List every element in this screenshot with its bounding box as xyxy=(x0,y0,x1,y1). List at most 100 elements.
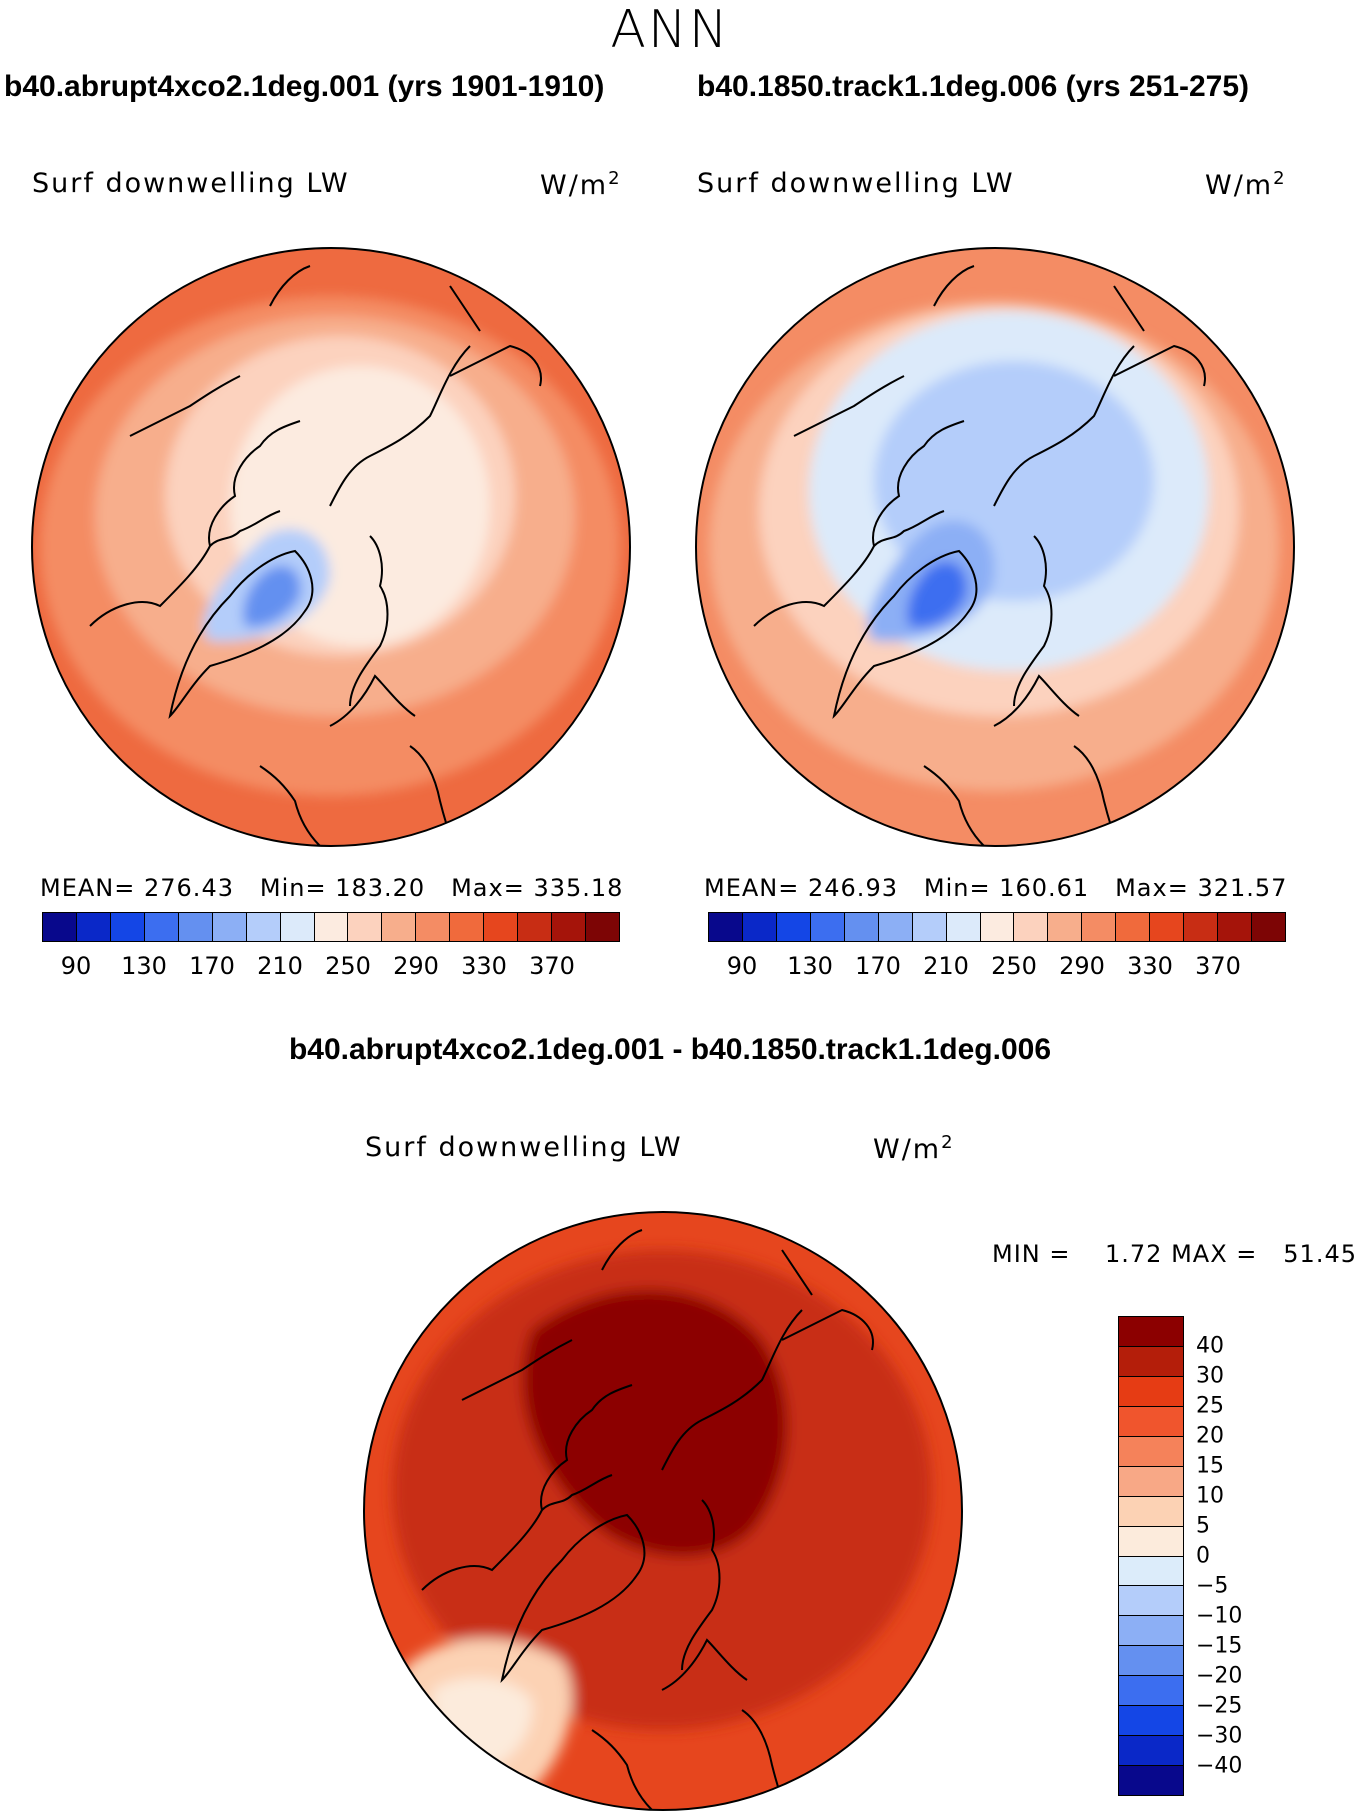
colorbar-swatch xyxy=(1119,1526,1183,1557)
colorbar-tick-label: 250 xyxy=(991,952,1037,980)
difference-variable-label: Surf downwelling LW xyxy=(365,1132,683,1163)
colorbar-swatch xyxy=(1119,1706,1183,1737)
colorbar-swatch xyxy=(1184,913,1219,941)
difference-coastlines xyxy=(421,1229,874,1810)
colorbar-swatch xyxy=(1119,1646,1183,1677)
panel2-variable-label: Surf downwelling LW xyxy=(697,168,1015,199)
colorbar-swatch xyxy=(348,913,383,941)
colorbar-swatch xyxy=(1119,1436,1183,1467)
colorbar-tick-label: 290 xyxy=(1059,952,1105,980)
colorbar-swatch xyxy=(1119,1346,1183,1377)
colorbar-swatch xyxy=(1119,1406,1183,1437)
colorbar-tick-label: 15 xyxy=(1196,1453,1224,1479)
colorbar-swatch xyxy=(246,913,281,941)
colorbar-tick-label: −25 xyxy=(1196,1693,1243,1719)
colorbar-swatch xyxy=(1119,1376,1183,1407)
colorbar-tick-label: −15 xyxy=(1196,1633,1243,1659)
colorbar-swatch xyxy=(1116,913,1151,941)
colorbar-swatch xyxy=(1014,913,1049,941)
colorbar-swatch xyxy=(110,913,145,941)
colorbar-tick-label: −40 xyxy=(1196,1753,1243,1779)
colorbar-tick-label: 25 xyxy=(1196,1393,1224,1419)
panel1-variable-label: Surf downwelling LW xyxy=(32,168,350,199)
colorbar-swatch xyxy=(1119,1616,1183,1647)
colorbar-swatch xyxy=(1119,1556,1183,1587)
colorbar-swatch xyxy=(946,913,981,941)
colorbar-swatch xyxy=(280,913,315,941)
colorbar-swatch xyxy=(178,913,213,941)
colorbar-tick-label: 5 xyxy=(1196,1513,1210,1539)
colorbar-swatch xyxy=(518,913,553,941)
difference-colorbar xyxy=(1118,1316,1184,1796)
colorbar-tick-label: 0 xyxy=(1196,1543,1210,1569)
panel1-polar-map xyxy=(31,247,631,847)
colorbar-swatch xyxy=(1119,1736,1183,1767)
panel2-colorbar-ticks: 90 130 170 210 250 290 330 370 xyxy=(708,952,1286,982)
colorbar-tick-label: 210 xyxy=(923,952,969,980)
colorbar-tick-label: 210 xyxy=(257,952,303,980)
colorbar-tick-label: 90 xyxy=(60,952,92,980)
panel1-units-label: W/m2 xyxy=(540,168,622,201)
colorbar-swatch xyxy=(1119,1496,1183,1527)
colorbar-swatch xyxy=(1119,1317,1183,1347)
colorbar-tick-label: 130 xyxy=(787,952,833,980)
panel2-stats: MEAN= 246.93 Min= 160.61 Max= 321.57 xyxy=(704,874,1288,902)
difference-polar-map xyxy=(363,1211,963,1811)
colorbar-swatch xyxy=(450,913,485,941)
colorbar-tick-label: 170 xyxy=(189,952,235,980)
colorbar-swatch xyxy=(844,913,879,941)
colorbar-tick-label: 370 xyxy=(529,952,575,980)
colorbar-tick-label: 170 xyxy=(855,952,901,980)
colorbar-tick-label: 30 xyxy=(1196,1363,1224,1389)
panel2-greenland-core xyxy=(907,561,967,628)
panel1-map-border xyxy=(31,247,631,847)
colorbar-swatch xyxy=(416,913,451,941)
difference-field-inner xyxy=(522,1289,788,1557)
colorbar-swatch xyxy=(742,913,777,941)
colorbar-tick-label: −30 xyxy=(1196,1723,1243,1749)
colorbar-swatch xyxy=(484,913,519,941)
panel1-stats: MEAN= 276.43 Min= 183.20 Max= 335.18 xyxy=(40,874,624,902)
colorbar-swatch xyxy=(810,913,845,941)
colorbar-swatch xyxy=(144,913,179,941)
colorbar-swatch xyxy=(912,913,947,941)
panel2-units-label: W/m2 xyxy=(1205,168,1287,201)
colorbar-swatch xyxy=(314,913,349,941)
colorbar-swatch xyxy=(776,913,811,941)
colorbar-swatch xyxy=(552,913,586,941)
panel2-case-title: b40.1850.track1.1deg.006 (yrs 251-275) xyxy=(697,70,1250,103)
colorbar-swatch xyxy=(1119,1586,1183,1617)
colorbar-swatch xyxy=(980,913,1015,941)
colorbar-swatch xyxy=(709,913,743,941)
colorbar-tick-label: 290 xyxy=(393,952,439,980)
difference-units-label: W/m2 xyxy=(873,1132,955,1165)
colorbar-tick-label: 330 xyxy=(461,952,507,980)
panel2-coastlines xyxy=(753,265,1206,846)
colorbar-swatch xyxy=(586,913,619,941)
panel1-coastlines xyxy=(89,265,542,846)
colorbar-swatch xyxy=(878,913,913,941)
colorbar-swatch xyxy=(212,913,247,941)
panel2-map-border xyxy=(695,247,1295,847)
colorbar-swatch xyxy=(1048,913,1083,941)
season-title: ANN xyxy=(610,0,730,60)
panel2-polar-map xyxy=(695,247,1295,847)
panel1-greenland-core xyxy=(243,565,301,627)
colorbar-swatch xyxy=(43,913,77,941)
colorbar-swatch xyxy=(382,913,417,941)
colorbar-swatch xyxy=(1218,913,1252,941)
panel2-colorbar xyxy=(708,912,1286,942)
colorbar-tick-label: 250 xyxy=(325,952,371,980)
colorbar-swatch xyxy=(1150,913,1185,941)
colorbar-tick-label: 20 xyxy=(1196,1423,1224,1449)
colorbar-swatch xyxy=(1119,1466,1183,1497)
colorbar-swatch xyxy=(1082,913,1117,941)
colorbar-tick-label: 330 xyxy=(1127,952,1173,980)
colorbar-tick-label: −10 xyxy=(1196,1603,1243,1629)
difference-title: b40.abrupt4xco2.1deg.001 - b40.1850.trac… xyxy=(288,1033,1052,1066)
panel1-case-title: b40.abrupt4xco2.1deg.001 (yrs 1901-1910) xyxy=(4,70,605,103)
colorbar-swatch xyxy=(1252,913,1285,941)
panel1-colorbar-ticks: 90 130 170 210 250 290 330 370 xyxy=(42,952,620,982)
difference-minmax: MIN = 1.72 MAX = 51.45 xyxy=(992,1240,1357,1268)
colorbar-tick-label: −20 xyxy=(1196,1663,1243,1689)
